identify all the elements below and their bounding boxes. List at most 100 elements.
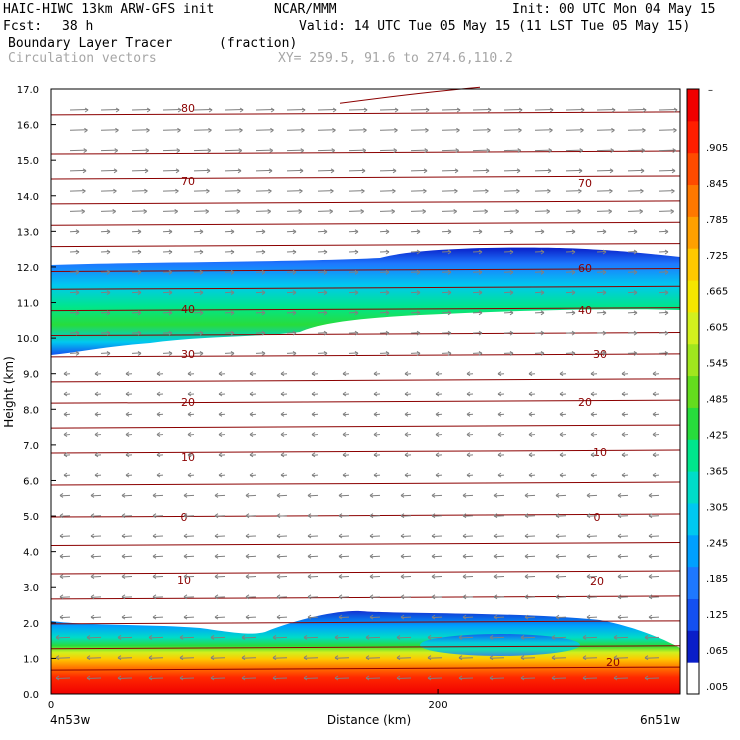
vector-arrowhead bbox=[642, 107, 647, 113]
vector-arrowhead bbox=[338, 533, 343, 539]
vector-arrowhead bbox=[369, 533, 374, 539]
isotherm-line bbox=[50, 378, 681, 383]
circulation-vector bbox=[617, 596, 629, 598]
vector-arrowhead bbox=[458, 634, 463, 640]
vector-arrowhead bbox=[466, 432, 471, 437]
vector-arrowhead bbox=[416, 229, 421, 235]
vector-arrowhead bbox=[540, 269, 545, 275]
circulation-vector bbox=[179, 657, 195, 659]
colorbar-swatch bbox=[687, 502, 699, 536]
vector-arrowhead bbox=[373, 391, 378, 397]
vector-arrowhead bbox=[199, 310, 204, 316]
vector-arrowhead bbox=[602, 269, 607, 275]
vector-arrowhead bbox=[478, 269, 483, 275]
vector-arrowhead bbox=[582, 634, 587, 640]
circulation-vector bbox=[534, 169, 552, 172]
vector-arrowhead bbox=[431, 533, 436, 539]
circulation-vector bbox=[224, 210, 240, 212]
circulation-vector bbox=[183, 535, 195, 537]
vector-arrowhead bbox=[486, 148, 491, 153]
vector-arrowhead bbox=[261, 290, 266, 295]
isotherm-line bbox=[339, 86, 481, 104]
y-tick-label: 1.0 bbox=[23, 654, 39, 665]
vector-arrowhead bbox=[115, 127, 119, 133]
circulation-vector bbox=[307, 616, 319, 619]
vector-arrowhead bbox=[199, 351, 204, 356]
isotherm-label: 0 bbox=[594, 511, 601, 524]
vector-arrowhead bbox=[497, 432, 502, 437]
vector-arrowhead bbox=[540, 249, 545, 255]
vector-arrowhead bbox=[540, 290, 545, 295]
circulation-vector bbox=[69, 108, 89, 111]
vector-arrowhead bbox=[63, 391, 68, 397]
vector-arrowhead bbox=[261, 249, 266, 255]
vector-arrowhead bbox=[94, 452, 99, 458]
vector-arrowhead bbox=[239, 107, 244, 113]
vector-arrowhead bbox=[168, 310, 173, 316]
vector-label: Circulation vectors bbox=[8, 51, 157, 66]
vector-arrowhead bbox=[586, 533, 591, 539]
circulation-vector bbox=[117, 677, 133, 679]
vector-arrowhead bbox=[280, 472, 285, 478]
vector-arrowhead bbox=[106, 249, 111, 255]
vector-arrowhead bbox=[121, 553, 126, 559]
vector-arrowhead bbox=[555, 513, 560, 519]
vector-arrowhead bbox=[82, 188, 86, 194]
vector-arrowhead bbox=[456, 127, 460, 133]
vector-arrowhead bbox=[602, 330, 607, 336]
vector-arrowhead bbox=[206, 168, 211, 174]
vector-arrowhead bbox=[145, 148, 150, 153]
vector-arrowhead bbox=[633, 290, 638, 295]
circulation-vector bbox=[214, 596, 226, 598]
colorbar-swatch bbox=[687, 89, 699, 122]
vector-arrowhead bbox=[435, 411, 440, 417]
vector-arrowhead bbox=[400, 493, 405, 498]
vector-arrowhead bbox=[331, 148, 336, 153]
colorbar-swatch bbox=[687, 566, 699, 599]
vector-arrowhead bbox=[168, 330, 173, 336]
circulation-vector bbox=[524, 576, 536, 578]
vector-arrowhead bbox=[75, 351, 80, 356]
vector-arrowhead bbox=[579, 148, 584, 153]
colorbar-swatch bbox=[687, 343, 699, 377]
vector-arrowhead bbox=[280, 452, 285, 458]
circulation-vector bbox=[90, 576, 102, 578]
circulation-vector bbox=[117, 657, 133, 659]
vector-arrowhead bbox=[199, 269, 204, 275]
circulation-vector bbox=[586, 555, 598, 558]
colorbar-label: .065 bbox=[706, 646, 728, 657]
circulation-vector bbox=[317, 210, 333, 212]
circulation-vector bbox=[400, 494, 412, 497]
vector-arrowhead bbox=[311, 432, 316, 437]
vector-arrowhead bbox=[146, 107, 151, 113]
vector-arrowhead bbox=[292, 249, 297, 255]
vector-arrowhead bbox=[431, 614, 436, 620]
circulation-vector bbox=[441, 149, 459, 152]
circulation-vector bbox=[551, 657, 567, 659]
circulation-vector bbox=[431, 535, 443, 537]
vector-arrowhead bbox=[205, 209, 209, 214]
colorbar-swatch bbox=[687, 407, 699, 440]
vector-arrowhead bbox=[113, 188, 117, 194]
isotherm-line bbox=[50, 424, 681, 429]
circulation-vector bbox=[462, 515, 474, 517]
circulation-vector bbox=[193, 169, 211, 172]
vector-arrowhead bbox=[602, 290, 607, 295]
vector-arrowhead bbox=[509, 351, 514, 356]
vector-arrowhead bbox=[75, 310, 80, 316]
vector-arrowhead bbox=[210, 655, 215, 661]
circulation-vector bbox=[121, 535, 133, 537]
vector-arrowhead bbox=[230, 229, 235, 235]
vector-arrowhead bbox=[617, 574, 622, 579]
vector-arrowhead bbox=[520, 634, 525, 640]
circulation-vector bbox=[162, 169, 180, 172]
circulation-vector bbox=[245, 576, 257, 578]
circulation-vector bbox=[214, 515, 226, 517]
vector-arrowhead bbox=[462, 493, 467, 498]
y-tick-label: 16.0 bbox=[17, 121, 39, 132]
vector-arrowhead bbox=[214, 594, 219, 600]
vector-arrowhead bbox=[528, 452, 533, 458]
circulation-vector bbox=[286, 108, 306, 111]
circulation-vector bbox=[400, 555, 412, 558]
